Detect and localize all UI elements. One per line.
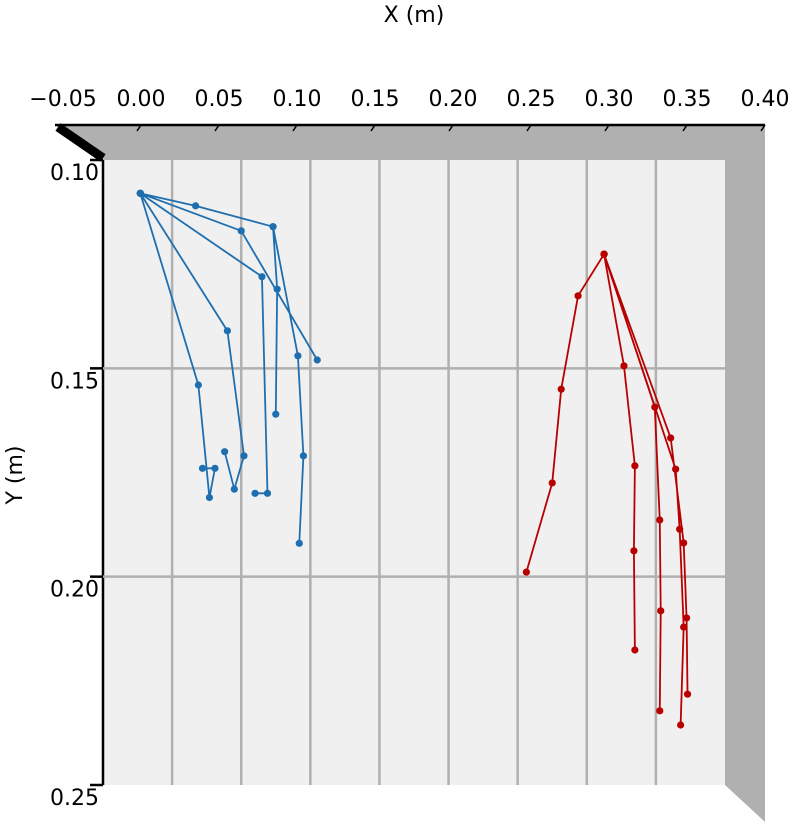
x-tick-mark — [370, 124, 376, 132]
x-tick-mark — [292, 124, 298, 132]
point — [630, 547, 638, 555]
point — [651, 403, 659, 411]
x-tick-mark — [682, 124, 688, 132]
x-tick-mark — [136, 124, 142, 132]
point — [269, 223, 277, 231]
point — [237, 227, 245, 235]
point — [574, 292, 582, 300]
point — [194, 381, 202, 389]
point — [677, 721, 685, 729]
x-tick-label: 0.10 — [273, 87, 322, 112]
x-tick-label: 0.20 — [429, 87, 478, 112]
point — [680, 623, 688, 631]
grid — [103, 160, 725, 785]
x-tick-label: 0.25 — [507, 87, 556, 112]
point — [656, 516, 664, 524]
point — [263, 489, 272, 497]
point — [211, 464, 219, 472]
point — [682, 614, 691, 622]
marks — [136, 189, 692, 729]
point — [221, 448, 229, 456]
point — [631, 462, 639, 470]
point — [672, 465, 680, 473]
x-tick-mark — [448, 124, 454, 132]
point — [136, 189, 144, 197]
x-tick-label: −0.05 — [29, 87, 96, 112]
point — [294, 352, 302, 360]
point — [683, 690, 692, 698]
point — [680, 539, 688, 547]
point — [205, 493, 214, 502]
x-tick-label: 0.05 — [195, 87, 244, 112]
point — [600, 250, 608, 258]
x-tick-label: 0.15 — [351, 87, 400, 112]
point — [548, 479, 556, 487]
point — [299, 452, 308, 460]
point — [657, 607, 665, 615]
corner-edge — [55, 123, 106, 162]
y-tick-label: 0.10 — [50, 161, 99, 186]
y-tick-label: 0.25 — [50, 786, 99, 811]
x-tick-mark — [604, 124, 610, 132]
x-axis-label: X (m) — [384, 3, 445, 28]
x-tick-label: 0.30 — [585, 87, 634, 112]
point — [272, 410, 280, 418]
point — [557, 385, 565, 393]
point — [631, 646, 639, 654]
point — [258, 273, 266, 281]
point — [313, 356, 321, 364]
point — [198, 464, 207, 472]
x-tick-mark — [526, 124, 532, 132]
x-tick-label: 0.00 — [117, 87, 166, 112]
point — [240, 452, 248, 460]
point — [522, 568, 530, 576]
x-tick-mark — [58, 124, 64, 132]
point — [230, 485, 238, 493]
y-axis-label: Y (m) — [3, 445, 28, 505]
point — [667, 434, 675, 442]
point — [273, 285, 281, 293]
point — [251, 489, 259, 497]
point — [620, 362, 628, 370]
point — [676, 525, 684, 533]
x-tick-mark — [214, 124, 220, 132]
point — [295, 539, 303, 547]
x-tick-label: 0.40 — [741, 87, 790, 112]
point — [223, 327, 231, 335]
x-tick-mark — [760, 124, 766, 132]
y-tick-label: 0.15 — [50, 369, 99, 394]
plot-pane — [103, 160, 725, 785]
point — [656, 707, 664, 715]
x-tick-label: 0.35 — [663, 87, 712, 112]
point — [192, 202, 200, 210]
y-tick-label: 0.20 — [50, 578, 99, 603]
